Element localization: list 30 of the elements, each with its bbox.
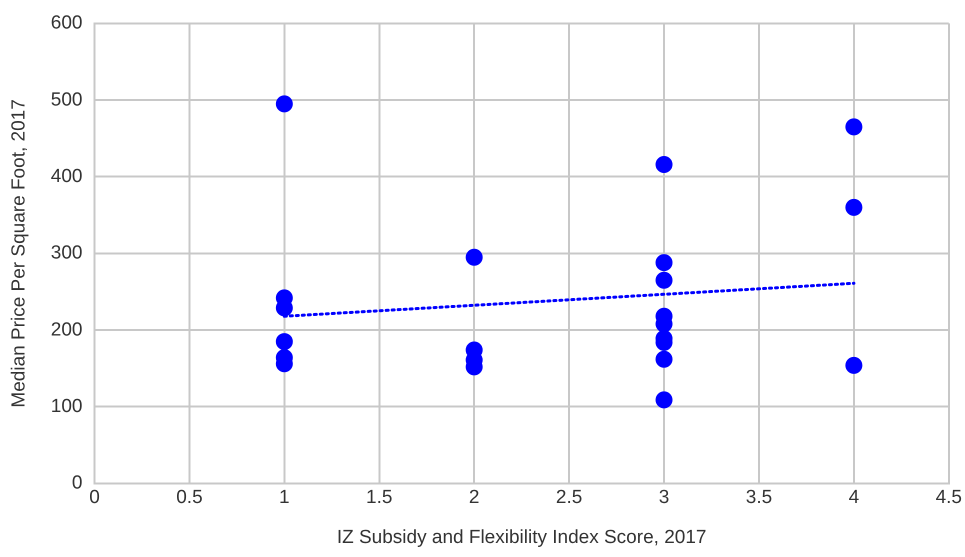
- x-tick-label: 3.5: [746, 487, 772, 508]
- y-tick-label: 200: [50, 319, 82, 340]
- point: [656, 254, 673, 272]
- point: [845, 118, 862, 136]
- point: [466, 248, 483, 266]
- point: [656, 272, 673, 289]
- x-tick-label: 1: [279, 487, 290, 508]
- y-axis-title: Median Price Per Square Foot, 2017: [8, 99, 30, 408]
- y-tick-label: 600: [50, 12, 82, 34]
- x-tick-label: 0.5: [176, 487, 203, 508]
- x-tick-label: 0: [89, 487, 100, 508]
- point: [656, 391, 673, 408]
- x-tick-label: 1.5: [366, 487, 392, 508]
- x-tick-label: 4: [848, 487, 860, 508]
- x-tick-label: 3: [658, 487, 670, 508]
- y-tick-label: 400: [50, 166, 82, 187]
- x-axis-title: IZ Subsidy and Flexibility Index Score, 2017: [336, 526, 706, 548]
- point: [845, 198, 862, 216]
- point: [656, 350, 673, 368]
- point: [276, 95, 293, 112]
- x-tick-label: 4.5: [936, 487, 962, 508]
- y-tick-label: 0: [72, 472, 82, 494]
- x-tick-label: 2.5: [556, 487, 582, 508]
- y-tick-label: 300: [50, 242, 82, 264]
- point: [845, 356, 862, 374]
- x-tick-label: 2: [468, 487, 480, 508]
- point: [656, 156, 673, 173]
- point: [276, 333, 293, 350]
- y-tick-label: 100: [50, 396, 82, 417]
- y-tick-label: 500: [50, 89, 82, 110]
